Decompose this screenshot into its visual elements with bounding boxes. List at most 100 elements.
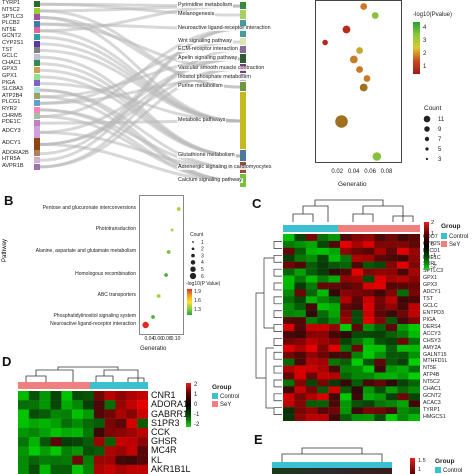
bubble-point (356, 66, 364, 73)
heatmap-cell (385, 247, 398, 255)
heatmap-cell (294, 365, 307, 373)
heatmap-cell (137, 427, 148, 438)
heatmap-cell (340, 282, 352, 290)
heatmap-cell (385, 254, 398, 262)
heatmap-cell (351, 268, 364, 276)
heatmap-cell (305, 282, 318, 290)
heatmap-cell (115, 400, 127, 410)
bubble-point (349, 55, 358, 64)
heatmap-cell (351, 247, 364, 255)
gene-label: CHRM5 (2, 112, 22, 119)
heatmap-cell (283, 296, 295, 304)
heatmap-cell (137, 418, 148, 429)
x-tick-label: 0.02 (331, 169, 344, 175)
scale-tick-label: -2 (194, 422, 200, 428)
count-legend-dot (424, 136, 430, 142)
heatmap-cell (397, 337, 409, 346)
heatmap-cell (385, 337, 398, 346)
heatmap-cell (305, 414, 318, 421)
heatmap-cell (351, 337, 364, 346)
bubble-point (164, 273, 168, 277)
heatmap-cell (305, 234, 318, 242)
heatmap-cell (317, 393, 329, 401)
gene-label: NT5C2 (2, 6, 20, 13)
gene-color-block (34, 73, 40, 80)
gene-label: ADCY1 (423, 289, 441, 296)
heatmap-cell (397, 330, 409, 339)
heatmap-cell (397, 351, 409, 359)
heatmap-cell (283, 358, 295, 366)
heatmap-cell (408, 365, 420, 373)
heatmap-cell (317, 324, 329, 332)
gene-label: GHSR (151, 436, 178, 447)
heatmap-cell (328, 351, 341, 359)
heatmap-cell (397, 247, 409, 255)
heatmap-cell (294, 330, 307, 339)
heatmap-cell (115, 446, 127, 456)
heatmap-cell (72, 446, 84, 456)
gene-label: PDE1C (423, 254, 441, 261)
heatmap-cell (397, 310, 409, 318)
heatmap-cell (283, 324, 295, 332)
gene-label: GCLC (2, 53, 18, 60)
heatmap-cell (408, 358, 420, 366)
gene-label: PIGA (2, 79, 16, 86)
panel-c-letter: C (252, 196, 262, 211)
heatmap-cell (385, 372, 398, 380)
panel-a-xlabel: Generatio (338, 181, 367, 188)
pvalue-tick-label: 1.9 (194, 289, 201, 295)
panel-a-pvalue-legend-title: -log10(Pvalue) (413, 12, 453, 18)
heatmap-cell (283, 303, 295, 311)
heatmap-cell (305, 247, 318, 255)
heatmap-cell (340, 379, 352, 387)
pathway-color-block (240, 174, 246, 187)
heatmap-cell (397, 240, 409, 249)
heatmap-cell (385, 324, 398, 332)
heatmap-cell (351, 351, 364, 359)
heatmap-cell (385, 365, 398, 373)
count-legend-dot (190, 266, 196, 272)
gene-label: PIGA (423, 316, 436, 323)
gene-label: PLCD1 (423, 247, 441, 254)
heatmap-cell (126, 464, 138, 474)
heatmap-cell (93, 418, 105, 429)
heatmap-cell (317, 240, 329, 249)
gene-label: ACAC3 (423, 399, 441, 406)
heatmap-cell (115, 418, 127, 429)
heatmap-cell (340, 393, 352, 401)
heatmap-cell (137, 455, 148, 465)
panel-c-sey-swatch (441, 241, 447, 247)
heatmap-cell (374, 303, 386, 311)
heatmap-cell (93, 437, 105, 447)
heatmap-cell (28, 464, 40, 474)
heatmap-cell (294, 296, 307, 304)
heatmap-cell (340, 337, 352, 346)
heatmap-cell (374, 330, 386, 339)
gene-label: AVPR1B (2, 162, 24, 169)
heatmap-cell (93, 455, 105, 465)
gene-label: GPX3 (2, 66, 17, 73)
heatmap-cell (39, 418, 51, 429)
heatmap-cell (362, 330, 375, 339)
heatmap-cell (317, 365, 329, 373)
heatmap-cell (374, 268, 386, 276)
heatmap-cell (408, 351, 420, 359)
heatmap-cell (294, 310, 307, 318)
heatmap-cell (72, 427, 84, 438)
panel-a-pvalue-colorbar (413, 22, 420, 74)
gene-label: TST (423, 296, 434, 303)
bubble-point (372, 152, 382, 161)
gene-label: CYP2S1 (2, 39, 24, 46)
heatmap-cell (317, 337, 329, 346)
heatmap-cell (328, 344, 341, 352)
count-legend-label: 7 (438, 137, 442, 143)
heatmap-cell (374, 393, 386, 401)
heatmap-cell (317, 310, 329, 318)
heatmap-cell (283, 261, 295, 269)
gene-label: GPX1 (2, 72, 17, 79)
heatmap-cell (83, 427, 95, 438)
gene-label: PLCG1 (2, 99, 21, 106)
heatmap-cell (283, 379, 295, 387)
heatmap-cell (72, 409, 84, 419)
gene-label: KL (151, 454, 163, 465)
